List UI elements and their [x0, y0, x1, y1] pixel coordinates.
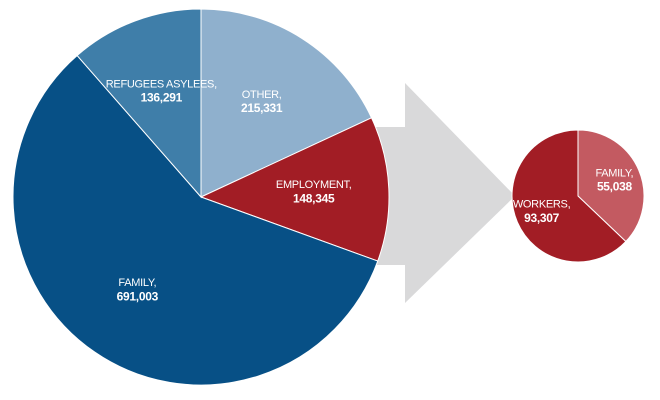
slice-label: OTHER,: [242, 89, 282, 101]
pie-slice: [577, 129, 645, 243]
pie-slice: [200, 8, 373, 198]
slice-label: REFUGEES ASYLEES,: [106, 78, 217, 90]
slice-label: FAMILY,: [595, 167, 633, 179]
slice-value: 55,038: [597, 180, 633, 194]
pie-slice: [199, 117, 390, 262]
slice-value: 215,331: [241, 101, 283, 115]
slice-label: EMPLOYMENT,: [276, 179, 352, 191]
slice-value: 691,003: [117, 289, 159, 303]
slice-label: FAMILY,: [118, 277, 156, 289]
slice-label: WORKERS,: [513, 199, 571, 211]
slice-value: 148,345: [293, 191, 335, 205]
pie-slice: [12, 54, 379, 386]
slice-value: 93,307: [524, 211, 560, 225]
pie-slice: [76, 8, 202, 199]
slice-value: 136,291: [141, 91, 183, 105]
pie-slice: [511, 129, 627, 263]
